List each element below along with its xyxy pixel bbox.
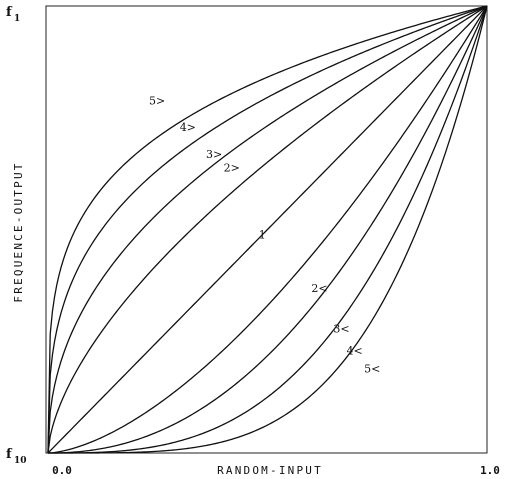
y-top-label: f 1 <box>6 5 20 24</box>
y-bottom-label: f 10 <box>6 447 27 466</box>
curve-4 <box>47 5 488 454</box>
curve-7 <box>48 5 488 454</box>
series-labels: 5> 4> 3>2> 1 2< 3< 4<5< <box>149 94 380 375</box>
curve-9 <box>48 5 488 454</box>
series-curves <box>47 5 488 454</box>
y-bottom-label-sub: 10 <box>14 456 27 466</box>
curve-3 <box>47 5 488 454</box>
x-tick-end: 1.0 <box>480 464 500 477</box>
curve-5 <box>47 5 488 454</box>
curve-label-4: 2> <box>224 161 240 174</box>
curve-label-7: 3< <box>333 322 349 335</box>
curve-label-2: 4> <box>180 121 196 134</box>
curve-label-8: 4< <box>347 345 363 358</box>
curve-1 <box>47 5 488 454</box>
y-top-label-sub: 1 <box>14 14 20 24</box>
curve-label-5: 1 <box>259 228 266 241</box>
plot-frame <box>45 5 488 454</box>
curve-label-6: 2< <box>311 282 327 295</box>
x-tick-start: 0.0 <box>52 464 72 477</box>
curve-2 <box>47 5 488 454</box>
curve-label-1: 5> <box>149 94 165 107</box>
y-axis-label: FREQUENCE-OUTPUT <box>12 161 25 302</box>
curve-6 <box>47 5 488 454</box>
curve-label-3: 3> <box>206 148 222 161</box>
curve-8 <box>48 5 488 454</box>
x-axis-label: RANDOM-INPUT <box>217 464 323 477</box>
y-top-label-base: f <box>6 5 13 20</box>
y-bottom-label-base: f <box>6 447 13 462</box>
curve-label-9: 5< <box>364 363 380 376</box>
